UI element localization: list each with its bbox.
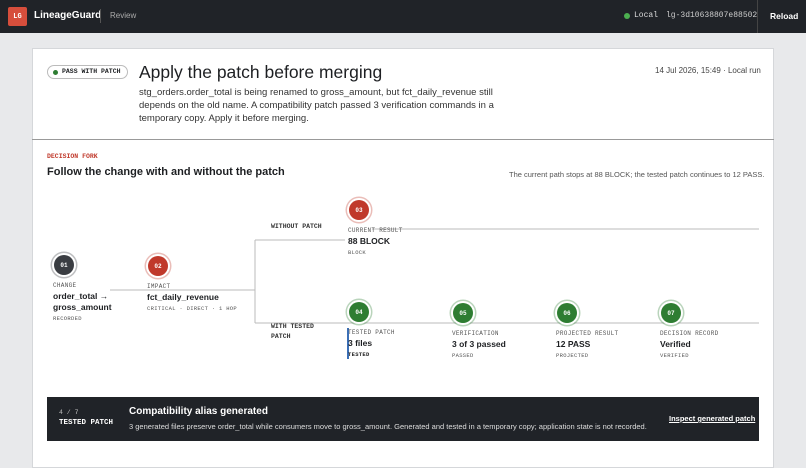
status-dot: [624, 13, 630, 19]
node-circle: 01: [54, 255, 74, 275]
node-circle: 03: [349, 200, 369, 220]
node-title: fct_daily_revenue: [147, 292, 219, 302]
section-label: DECISION FORK: [47, 153, 98, 160]
node-title: 3 files: [348, 338, 373, 348]
node-title: 12 PASS: [556, 339, 591, 349]
section-title: Follow the change with and without the p…: [47, 166, 285, 178]
node-title: order_total → gross_amount: [53, 291, 112, 312]
node-circle: 06: [557, 303, 577, 323]
inspect-link[interactable]: Inspect generated patch: [669, 414, 756, 423]
node-circle: 02: [148, 256, 168, 276]
banner-title: Compatibility alias generated: [129, 406, 268, 417]
node-kicker: CHANGE: [53, 282, 77, 289]
node-text: DECISION RECORD Verified VERIFIED: [660, 330, 750, 360]
title: Apply the patch before merging: [139, 62, 383, 82]
node-kicker: VERIFICATION: [452, 330, 499, 337]
banner-description: 3 generated files preserve order_total w…: [129, 422, 647, 431]
node-kicker: IMPACT: [147, 283, 171, 290]
node-circle: 05: [453, 303, 473, 323]
separator: [32, 139, 774, 140]
node-detail: CRITICAL · DIRECT · 1 HOP: [147, 305, 238, 312]
status-banner: 4 / 7 TESTED PATCH Compatibility alias g…: [47, 397, 759, 441]
node-detail: PASSED: [452, 352, 474, 359]
description: stg_orders.order_total is being renamed …: [139, 87, 494, 124]
run-mode: Local run: [727, 66, 761, 75]
node-text: PROJECTED RESULT 12 PASS PROJECTED: [556, 330, 646, 360]
timestamp-line: 14 Jul 2026, 15:49 · Local run: [655, 66, 761, 75]
section: Review: [110, 11, 137, 20]
step: 4 / 7: [59, 409, 79, 416]
environment: Local: [634, 11, 659, 20]
node-detail: VERIFIED: [660, 352, 689, 359]
logo: LG: [8, 7, 27, 26]
branch-label: WITH TESTED PATCH: [271, 323, 314, 340]
node-kicker: DECISION RECORD: [660, 330, 719, 337]
node-kicker: PROJECTED RESULT: [556, 330, 619, 337]
node-text: TESTED PATCH 3 files TESTED: [348, 329, 438, 359]
node-circle: 04: [349, 302, 369, 322]
selected-indicator: [347, 328, 349, 359]
status-badge: PASS WITH PATCH: [47, 65, 128, 79]
app-name: LineageGuard: [34, 10, 102, 21]
node-title: Verified: [660, 339, 691, 349]
top-bar: LG LineageGuard Review Local lg-3d106388…: [0, 0, 806, 33]
node-title: 3 of 3 passed: [452, 339, 506, 349]
branch-label: WITHOUT PATCH: [271, 223, 322, 230]
status-text: PASS WITH PATCH: [62, 68, 121, 75]
timestamp: 14 Jul 2026, 15:49: [655, 66, 721, 75]
node-detail: RECORDED: [53, 315, 82, 322]
step-status: TESTED PATCH: [59, 419, 114, 427]
run-id: lg-3d10638807e88502: [666, 11, 758, 20]
node-text: CHANGE order_total → gross_amount RECORDED: [53, 282, 118, 323]
node-circle: 07: [661, 303, 681, 323]
node-detail: BLOCK: [348, 249, 367, 256]
node-title: 88 BLOCK: [348, 236, 391, 246]
node-kicker: TESTED PATCH: [348, 329, 395, 336]
connectors: [110, 228, 759, 324]
node-text: IMPACT fct_daily_revenue CRITICAL · DIRECT…: [147, 283, 237, 313]
node-kicker: CURRENT RESULT: [348, 227, 403, 234]
node-text: CURRENT RESULT 88 BLOCK BLOCK: [348, 227, 443, 257]
section-note: The current path stops at 88 BLOCK; the …: [509, 170, 765, 179]
node-detail: PROJECTED: [556, 352, 589, 359]
reload-button[interactable]: Reload: [770, 11, 799, 21]
node-text: VERIFICATION 3 of 3 passed PASSED: [452, 330, 542, 360]
divider: [757, 0, 758, 33]
divider: [100, 9, 101, 23]
node-detail: TESTED: [348, 351, 370, 358]
